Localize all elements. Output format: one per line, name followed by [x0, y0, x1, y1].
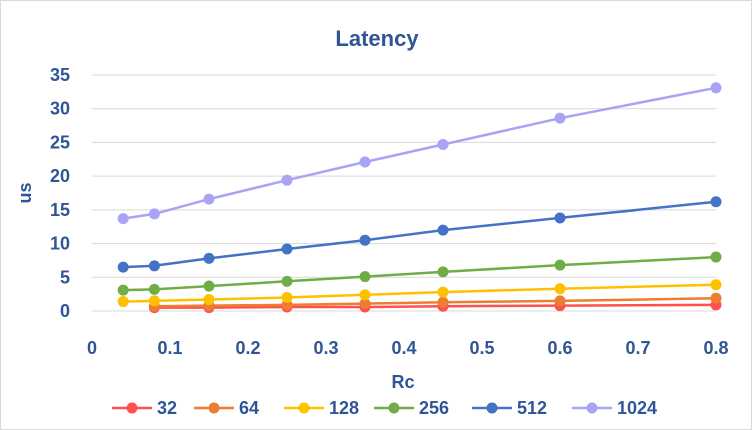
data-point	[359, 234, 371, 246]
data-point	[359, 271, 371, 283]
x-tick-labels: 0 0.1 0.2 0.3 0.4 0.5 0.6 0.7 0.8	[87, 338, 729, 358]
y-tick-label: 25	[50, 132, 70, 152]
data-point	[554, 295, 566, 307]
x-tick-label: 0.3	[313, 338, 338, 358]
legend: 32 64 128 256 512 1024	[112, 398, 657, 418]
legend-marker	[298, 402, 310, 414]
data-point	[203, 193, 215, 205]
data-point	[117, 284, 129, 296]
gridlines	[92, 74, 716, 312]
x-tick-label: 0	[87, 338, 97, 358]
data-point	[710, 292, 722, 304]
series-line	[123, 86, 717, 220]
data-point	[203, 294, 215, 306]
data-point	[437, 138, 449, 150]
y-tick-labels: 0 5 10 15 20 25 30 35	[50, 65, 70, 321]
x-tick-label: 0.4	[391, 338, 416, 358]
data-point	[437, 224, 449, 236]
y-tick-label: 15	[50, 200, 70, 220]
data-point	[710, 251, 722, 263]
series	[117, 82, 722, 314]
legend-label: 64	[239, 398, 259, 418]
x-tick-label: 0.6	[547, 338, 572, 358]
data-point	[359, 298, 371, 310]
legend-item-256: 256	[374, 398, 449, 418]
data-point	[117, 213, 129, 225]
x-tick-label: 0.7	[625, 338, 650, 358]
data-point	[437, 296, 449, 308]
chart-title: Latency	[335, 26, 419, 51]
x-tick-label: 0.8	[703, 338, 728, 358]
series-1024	[117, 82, 722, 225]
data-point	[203, 252, 215, 264]
data-point	[281, 243, 293, 255]
x-tick-label: 0.5	[469, 338, 494, 358]
legend-label: 128	[329, 398, 359, 418]
data-point	[359, 289, 371, 301]
data-point	[554, 259, 566, 271]
data-point	[437, 286, 449, 298]
data-point	[437, 266, 449, 278]
data-point	[203, 280, 215, 292]
y-axis-label: us	[15, 182, 35, 203]
data-point	[359, 156, 371, 168]
legend-marker	[486, 402, 498, 414]
legend-item-32: 32	[112, 398, 177, 418]
y-tick-label: 30	[50, 99, 70, 119]
data-point	[281, 292, 293, 304]
series-64	[148, 292, 722, 312]
x-tick-label: 0.1	[157, 338, 182, 358]
y-tick-label: 10	[50, 234, 70, 254]
legend-label: 32	[157, 398, 177, 418]
series-128	[117, 279, 722, 308]
data-point	[281, 275, 293, 287]
data-point	[554, 283, 566, 295]
y-tick-label: 35	[50, 65, 70, 85]
data-point	[148, 283, 160, 295]
legend-label: 256	[419, 398, 449, 418]
data-point	[710, 82, 722, 94]
data-point	[710, 279, 722, 291]
x-tick-label: 0.2	[235, 338, 260, 358]
data-point	[117, 261, 129, 273]
data-point	[554, 112, 566, 124]
data-point	[554, 212, 566, 224]
y-tick-label: 5	[60, 267, 70, 287]
data-point	[148, 260, 160, 272]
data-point	[281, 174, 293, 186]
y-tick-label: 20	[50, 166, 70, 186]
legend-item-128: 128	[284, 398, 359, 418]
legend-item-64: 64	[194, 398, 259, 418]
data-point	[117, 296, 129, 308]
series-line	[123, 255, 717, 292]
legend-label: 512	[517, 398, 547, 418]
series-line	[123, 283, 717, 303]
legend-marker	[208, 402, 220, 414]
legend-item-512: 512	[472, 398, 547, 418]
series-256	[117, 251, 722, 296]
data-point	[710, 196, 722, 208]
legend-label: 1024	[617, 398, 657, 418]
legend-marker	[388, 402, 400, 414]
data-point	[148, 208, 160, 220]
x-axis-label: Rc	[391, 372, 414, 392]
legend-marker	[126, 402, 138, 414]
y-tick-label: 0	[60, 301, 70, 321]
legend-item-1024: 1024	[572, 398, 657, 418]
series-512	[117, 196, 722, 273]
data-point	[148, 295, 160, 307]
legend-marker	[586, 402, 598, 414]
series-line	[123, 200, 717, 269]
